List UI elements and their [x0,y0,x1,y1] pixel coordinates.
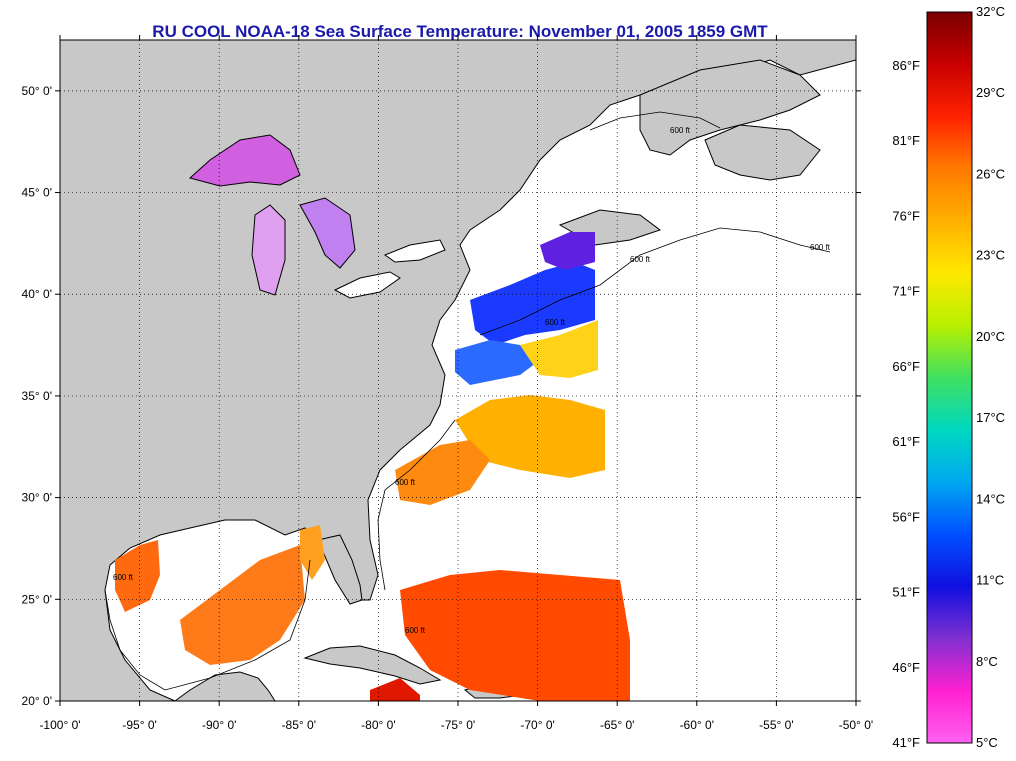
newfoundland-land [704,124,821,181]
colorbar-celsius-label: 32°C [976,4,1005,19]
colorbar-fahrenheit-label: 76°F [892,208,920,223]
isobath-atlantic [479,227,831,336]
longitude-label: -100° 0' [39,718,80,732]
latitude-label: 40° 0' [22,287,52,301]
lake-huron [299,197,356,269]
colorbar-celsius-label: 5°C [976,735,998,750]
isobath-labels: 600 ft 600 ft 600 ft 600 ft 600 ft 600 f… [113,126,831,635]
sst-patch-shelf-blue [455,340,540,385]
latitude-label: 45° 0' [22,186,52,200]
cuba-land [303,645,442,685]
latitude-label: 50° 0' [22,84,52,98]
longitude-label: -85° 0' [282,718,316,732]
map-title: RU COOL NOAA-18 Sea Surface Temperature:… [152,22,768,41]
colorbar-fahrenheit-label: 46°F [892,660,920,675]
colorbar-celsius-label: 17°C [976,410,1005,425]
labrador-land [639,59,821,156]
colorbar-celsius-label: 8°C [976,654,998,669]
colorbar-celsius-label: 26°C [976,166,1005,181]
isobath-labrador [589,111,721,131]
isobath-label-newfoundland: 600 ft [670,126,691,135]
longitude-label: -95° 0' [122,718,156,732]
colorbar-celsius-label: 29°C [976,85,1005,100]
sst-patch-gulfstream-yellow [455,395,605,478]
colorbar-fahrenheit-label: 81°F [892,133,920,148]
colorbar-fahrenheit-label: 61°F [892,434,920,449]
sst-patch-se-shelf [395,440,490,505]
longitude-label: -80° 0' [361,718,395,732]
sst-patch-gulf-west [115,540,160,612]
colorbar-fahrenheit-label: 41°F [892,735,920,750]
longitude-label: -60° 0' [680,718,714,732]
colorbar-celsius-label: 23°C [976,248,1005,263]
longitude-labels: -100° 0' -95° 0' -90° 0' -85° 0' -80° 0' -75°… [39,718,873,732]
colorbar-celsius-label: 20°C [976,329,1005,344]
lake-michigan [251,204,286,296]
latitude-label: 25° 0' [22,592,52,606]
longitude-label: -70° 0' [520,718,554,732]
sst-data-patches [115,232,630,701]
longitude-label: -65° 0' [600,718,634,732]
sst-patch-sargasso [400,570,630,701]
florida-peninsula [317,534,363,605]
sst-map: 600 ft 600 ft 600 ft 600 ft 600 ft 600 f… [22,35,873,732]
isobath-label-grand-banks: 600 ft [630,255,651,264]
colorbar-celsius-label: 11°C [976,573,1004,588]
sst-patch-florida-shelf [300,525,325,580]
colorbar-fahrenheit-label: 71°F [892,284,920,299]
isobath-gulf [104,559,311,691]
latitude-label: 30° 0' [22,491,52,505]
lake-ontario [383,239,446,263]
sst-patch-slope-yellow [520,320,598,378]
isobath-label-gulf-maine: 600 ft [545,318,566,327]
lake-superior [188,134,301,187]
colorbar-celsius-label: 14°C [976,491,1005,506]
isobath-label-gulf-west: 600 ft [113,573,134,582]
isobath-southeast [377,419,456,591]
isobath-lines [104,111,831,691]
lake-erie [333,271,401,299]
sst-patch-gulf-central [180,545,305,665]
yucatan-land [173,671,276,702]
isobath-label-bahamas: 600 ft [405,626,426,635]
map-plot-area: 600 ft 600 ft 600 ft 600 ft 600 ft 600 f… [55,35,861,706]
map-frame [59,39,857,702]
latitude-label: 20° 0' [22,694,52,708]
longitude-label: -55° 0' [759,718,793,732]
isobath-label-labrador-sea: 600 ft [810,243,831,252]
fahrenheit-labels: 86°F 81°F 76°F 71°F 66°F 61°F 56°F 51°F 46°F 41°F [892,58,920,750]
isobath-label-carolinas: 600 ft [395,478,416,487]
sst-patch-caribbean [370,678,420,701]
colorbar-fahrenheit-label: 51°F [892,585,920,600]
longitude-label: -50° 0' [839,718,873,732]
sst-patch-scotian [540,232,595,270]
sst-patch-gulf-maine [470,262,595,345]
celsius-labels: 32°C 29°C 26°C 23°C 20°C 17°C 14°C 11°C 8°C 5°C [976,4,1005,750]
latitude-label: 35° 0' [22,389,52,403]
colorbar-fahrenheit-label: 86°F [892,58,920,73]
colorbar-fahrenheit-label: 66°F [892,359,920,374]
longitude-label: -75° 0' [441,718,475,732]
colorbar-fahrenheit-label: 56°F [892,509,920,524]
latitude-labels: 50° 0' 45° 0' 40° 0' 35° 0' 30° 0' 25° 0' 20° … [22,84,52,708]
longitude-label: -90° 0' [202,718,236,732]
colorbar-gradient [926,11,973,744]
